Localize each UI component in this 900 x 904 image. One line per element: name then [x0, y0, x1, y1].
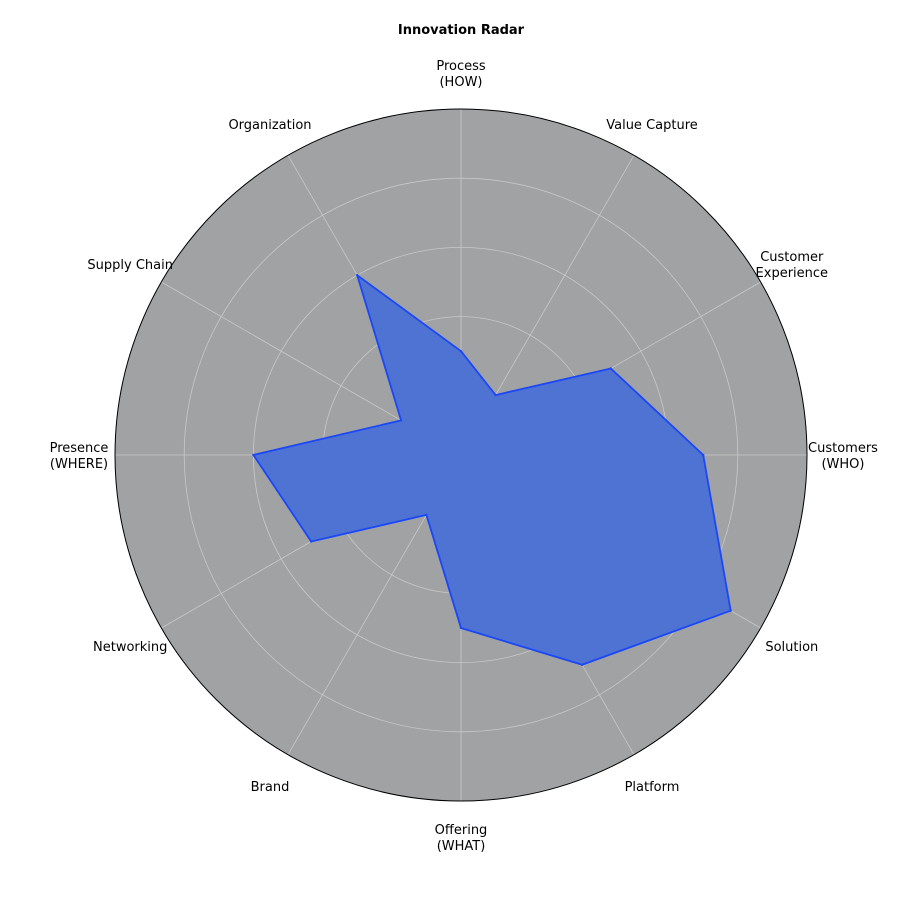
data-point [580, 663, 584, 666]
chart-title: Innovation Radar [398, 23, 525, 38]
category-label-line: Supply Chain [87, 258, 173, 273]
data-point [459, 626, 463, 630]
data-point [494, 393, 497, 397]
data-point [702, 453, 705, 457]
category-label: Platform [625, 780, 680, 795]
circular-gridline [183, 177, 739, 733]
category-label-line: Process [436, 59, 486, 74]
category-label-line: Platform [625, 780, 680, 795]
category-label: Value Capture [606, 118, 698, 133]
category-label: Process (HOW) [436, 59, 486, 90]
category-label: Networking [93, 640, 167, 655]
category-label: Supply Chain [87, 258, 173, 273]
category-label-line: Value Capture [606, 118, 698, 133]
category-label-line: Offering [435, 823, 488, 838]
category-label: Solution [765, 640, 818, 655]
data-point [459, 350, 463, 353]
data-point [399, 419, 403, 422]
data-point [609, 367, 613, 370]
series-area [253, 275, 731, 665]
category-label: Presence (WHERE) [50, 441, 109, 472]
category-label: Customers (WHO) [808, 441, 878, 472]
category-label: Brand [251, 780, 290, 795]
axis-labels: Customers (WHO) Customer Experience Value Ca… [50, 59, 879, 854]
category-label: Customer Experience [756, 250, 829, 281]
data-point [356, 274, 359, 277]
category-label-line: Solution [765, 640, 818, 655]
plot-outline [114, 108, 808, 802]
category-label: Organization [228, 118, 311, 133]
category-label-line: Customers [808, 441, 878, 456]
plot-area [114, 108, 808, 802]
category-label-line: (HOW) [439, 75, 482, 90]
category-label-line: (WHAT) [437, 839, 486, 854]
data-point [425, 513, 428, 517]
category-label-line: Organization [228, 118, 311, 133]
category-label: Offering (WHAT) [435, 823, 488, 854]
data-point [252, 453, 255, 457]
category-label-line: (WHO) [821, 457, 864, 472]
category-label-line: (WHERE) [50, 457, 108, 472]
category-label-line: Presence [50, 441, 109, 456]
category-label-line: Customer [760, 250, 824, 265]
category-label-line: Brand [251, 780, 290, 795]
data-point [729, 609, 732, 612]
category-label-line: Experience [756, 266, 829, 281]
category-label-line: Networking [93, 640, 167, 655]
data-point [309, 540, 313, 543]
